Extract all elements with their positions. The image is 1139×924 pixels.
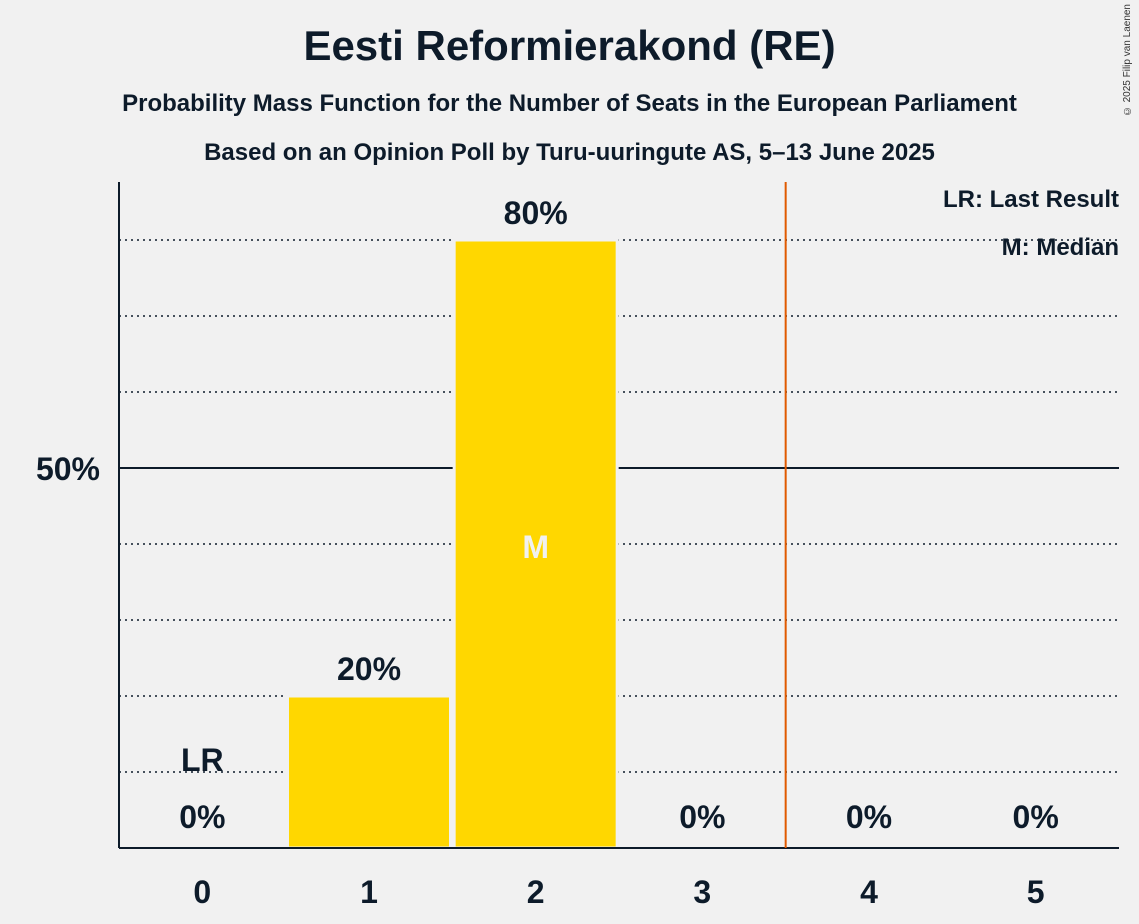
last-result-marker: LR — [181, 742, 224, 778]
x-tick-label: 0 — [193, 874, 211, 910]
median-marker: M — [522, 529, 549, 565]
data-label: 0% — [846, 799, 892, 835]
legend-last-result: LR: Last Result — [942, 186, 1119, 213]
x-tick-label: 2 — [527, 874, 545, 910]
x-tick-label: 4 — [860, 874, 878, 910]
data-label: 0% — [179, 799, 225, 835]
legend-median: M: Median — [1001, 234, 1119, 261]
x-tick-label: 3 — [693, 874, 711, 910]
data-label: 80% — [504, 195, 568, 231]
data-label: 0% — [679, 799, 725, 835]
chart-title: Eesti Reformierakond (RE) — [303, 22, 836, 69]
bar — [286, 694, 452, 850]
x-tick-label: 1 — [360, 874, 378, 910]
data-label: 0% — [1013, 799, 1059, 835]
x-tick-label: 5 — [1027, 874, 1045, 910]
chart-subtitle: Probability Mass Function for the Number… — [122, 90, 1017, 117]
chart-subtitle-source: Based on an Opinion Poll by Turu-uuringu… — [204, 139, 935, 166]
data-label: 20% — [337, 651, 401, 687]
y-tick-label: 50% — [36, 451, 100, 487]
bar — [452, 238, 619, 850]
